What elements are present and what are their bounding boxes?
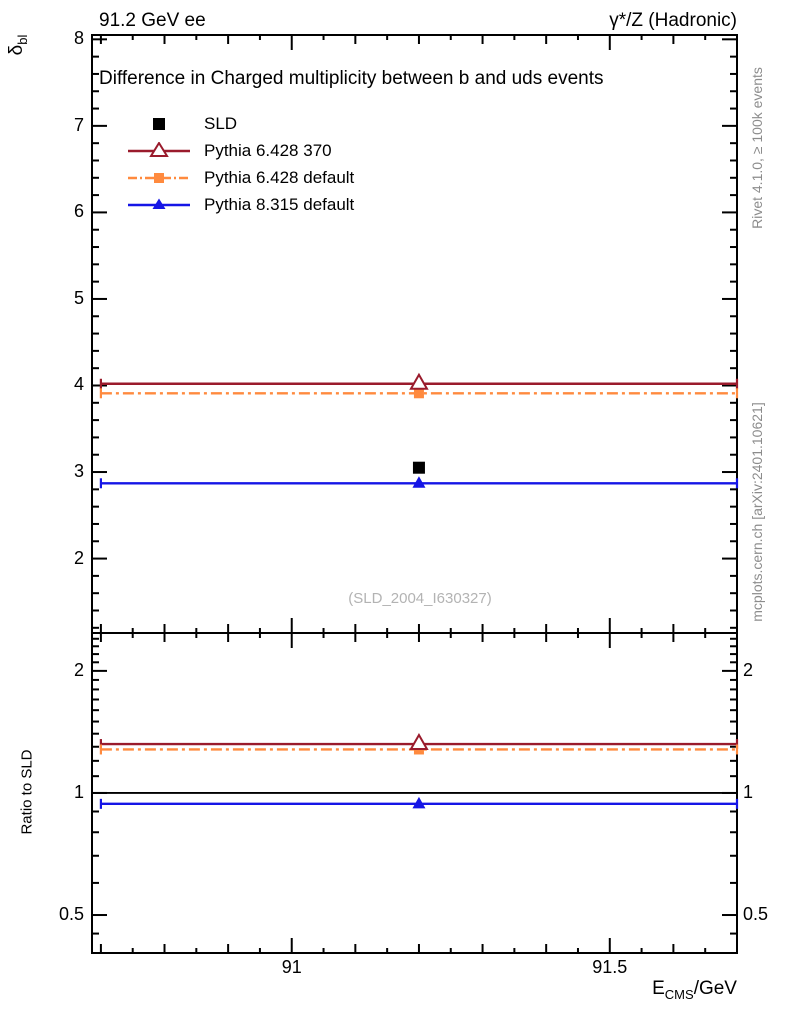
y-tick-label-ratio-left: 2 (73, 659, 84, 680)
legend-marker-svg (128, 198, 190, 209)
x-axis-label: ECMS/GeV (500, 978, 737, 1002)
y-tick-label-main: 4 (73, 374, 84, 395)
x-axis-label-sub: CMS (664, 987, 694, 1002)
y-tick-label-main: 7 (73, 114, 84, 135)
pythia6-default-marker-icon (126, 169, 192, 187)
y-tick-label-main: 2 (73, 547, 84, 568)
legend-marker (153, 118, 165, 130)
data-marker-ratio (409, 733, 429, 751)
x-axis-label-suffix: /GeV (693, 978, 737, 999)
sld-marker-icon (126, 115, 192, 133)
legend-marker-svg (153, 118, 165, 130)
mcplots-arxiv-note: mcplots.cern.ch [arXiv:2401.10621] (749, 402, 765, 622)
y-tick-label-ratio-right: 1 (743, 781, 754, 802)
y-tick-label-main: 3 (73, 461, 84, 482)
legend-label: Pythia 6.428 370 (204, 141, 332, 160)
plot-title: Difference in Charged multiplicity betwe… (99, 68, 604, 89)
legend-marker (154, 173, 164, 183)
header-beam-energy: 91.2 GeV ee (99, 10, 206, 31)
legend-marker-svg (128, 141, 190, 157)
y-tick-label-ratio-left: 1 (73, 781, 84, 802)
legend-item-pythia6-default: Pythia 6.428 default (126, 166, 354, 190)
x-axis-label-base: E (652, 978, 665, 999)
y-tick-label-main: 6 (73, 201, 84, 222)
legend-marker (149, 141, 169, 157)
pythia6-370-marker-icon (126, 141, 192, 160)
legend-label: Pythia 6.428 default (204, 168, 355, 187)
data-marker-main (412, 476, 426, 488)
legend-marker (152, 198, 166, 209)
y-tick-label-ratio-right: 0.5 (743, 904, 769, 925)
legend-label: SLD (204, 114, 238, 133)
header-process: γ*/Z (Hadronic) (609, 10, 737, 31)
pythia8-default-marker-icon (126, 196, 192, 214)
legend-item-pythia8-default: Pythia 8.315 default (126, 193, 354, 217)
rivet-version-note: Rivet 4.1.0, ≥ 100k events (749, 67, 765, 229)
data-marker-ratio (412, 796, 426, 809)
legend-item-pythia6-370: Pythia 6.428 370 (126, 139, 332, 163)
y-tick-label-ratio-right: 2 (743, 659, 754, 680)
legend-item-sld: SLD (126, 112, 237, 136)
legend-marker-svg (128, 173, 190, 183)
x-tick-label: 91 (281, 957, 302, 977)
analysis-id-watermark: (SLD_2004_I630327) (348, 590, 492, 607)
data-marker-main (413, 388, 424, 399)
y-tick-label-main: 8 (73, 28, 84, 49)
legend-label: Pythia 8.315 default (204, 195, 355, 214)
x-tick-label: 91.5 (592, 957, 628, 977)
y-tick-label-ratio-left: 0.5 (58, 904, 84, 925)
y-tick-label-main: 5 (73, 287, 84, 308)
data-marker-main (409, 372, 429, 390)
data-marker-main (412, 461, 425, 474)
